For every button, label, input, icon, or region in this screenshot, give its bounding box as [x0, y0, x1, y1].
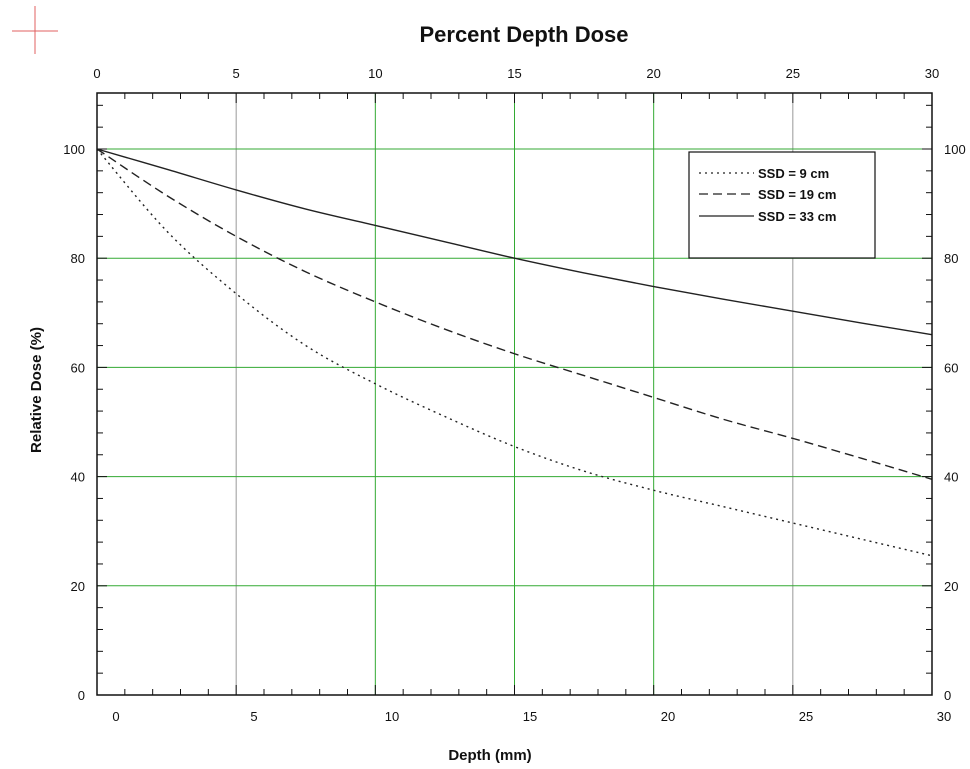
crosshair-marker	[12, 6, 58, 54]
legend: SSD = 9 cm SSD = 19 cm SSD = 33 cm	[688, 151, 876, 259]
chart-title: Percent Depth Dose	[419, 22, 628, 47]
y-axis-left-tick-labels: 0 20 40 60 80 100	[63, 142, 85, 703]
x-tick-label-top: 0	[93, 66, 100, 81]
y-tick-label-right: 100	[944, 142, 966, 157]
x-tick-label-top: 10	[368, 66, 382, 81]
x-axis-bottom-tick-labels: 0 5 10 15 20 25 30	[112, 709, 951, 724]
y-tick-label-right: 0	[944, 688, 951, 703]
legend-label-ssd-33: SSD = 33 cm	[758, 209, 836, 224]
y-axis-right-tick-labels: 0 20 40 60 80 100	[944, 142, 966, 703]
series-group	[96, 148, 933, 557]
y-tick-label-left: 0	[78, 688, 85, 703]
x-tick-label-bottom: 25	[799, 709, 813, 724]
y-tick-label-left: 20	[71, 579, 85, 594]
y-tick-label-right: 80	[944, 251, 958, 266]
legend-label-ssd-9: SSD = 9 cm	[758, 166, 829, 181]
x-axis-label: Depth (mm)	[448, 747, 531, 764]
y-tick-label-right: 40	[944, 470, 958, 485]
y-tick-label-right: 20	[944, 579, 958, 594]
x-tick-label-bottom: 30	[937, 709, 951, 724]
y-axis-label: Relative Dose (%)	[28, 327, 45, 453]
x-tick-label-bottom: 15	[523, 709, 537, 724]
series-line-solid	[96, 148, 933, 336]
y-tick-label-right: 60	[944, 360, 958, 375]
x-tick-label-top: 25	[786, 66, 800, 81]
y-tick-label-left: 60	[71, 360, 85, 375]
series-line-dashed	[96, 148, 933, 481]
legend-entry-ssd-9: SSD = 9 cm	[699, 166, 829, 181]
legend-label-ssd-19: SSD = 19 cm	[758, 187, 836, 202]
y-tick-label-left: 40	[71, 470, 85, 485]
y-tick-label-left: 80	[71, 251, 85, 266]
y-tick-label-left: 100	[63, 142, 85, 157]
x-tick-label-top: 30	[925, 66, 939, 81]
x-tick-label-bottom: 10	[385, 709, 399, 724]
x-axis-top-tick-labels: 0 5 10 15 20 25 30	[93, 66, 939, 81]
x-tick-label-bottom: 5	[250, 709, 257, 724]
x-tick-label-top: 20	[646, 66, 660, 81]
legend-entry-ssd-33: SSD = 33 cm	[699, 209, 836, 224]
x-tick-label-top: 15	[507, 66, 521, 81]
x-tick-label-bottom: 0	[112, 709, 119, 724]
x-tick-label-top: 5	[233, 66, 240, 81]
legend-entry-ssd-19: SSD = 19 cm	[699, 187, 836, 202]
legend-box	[688, 151, 876, 259]
series-line-dotted	[96, 148, 933, 557]
plot-frame	[96, 92, 933, 696]
x-tick-label-bottom: 20	[661, 709, 675, 724]
